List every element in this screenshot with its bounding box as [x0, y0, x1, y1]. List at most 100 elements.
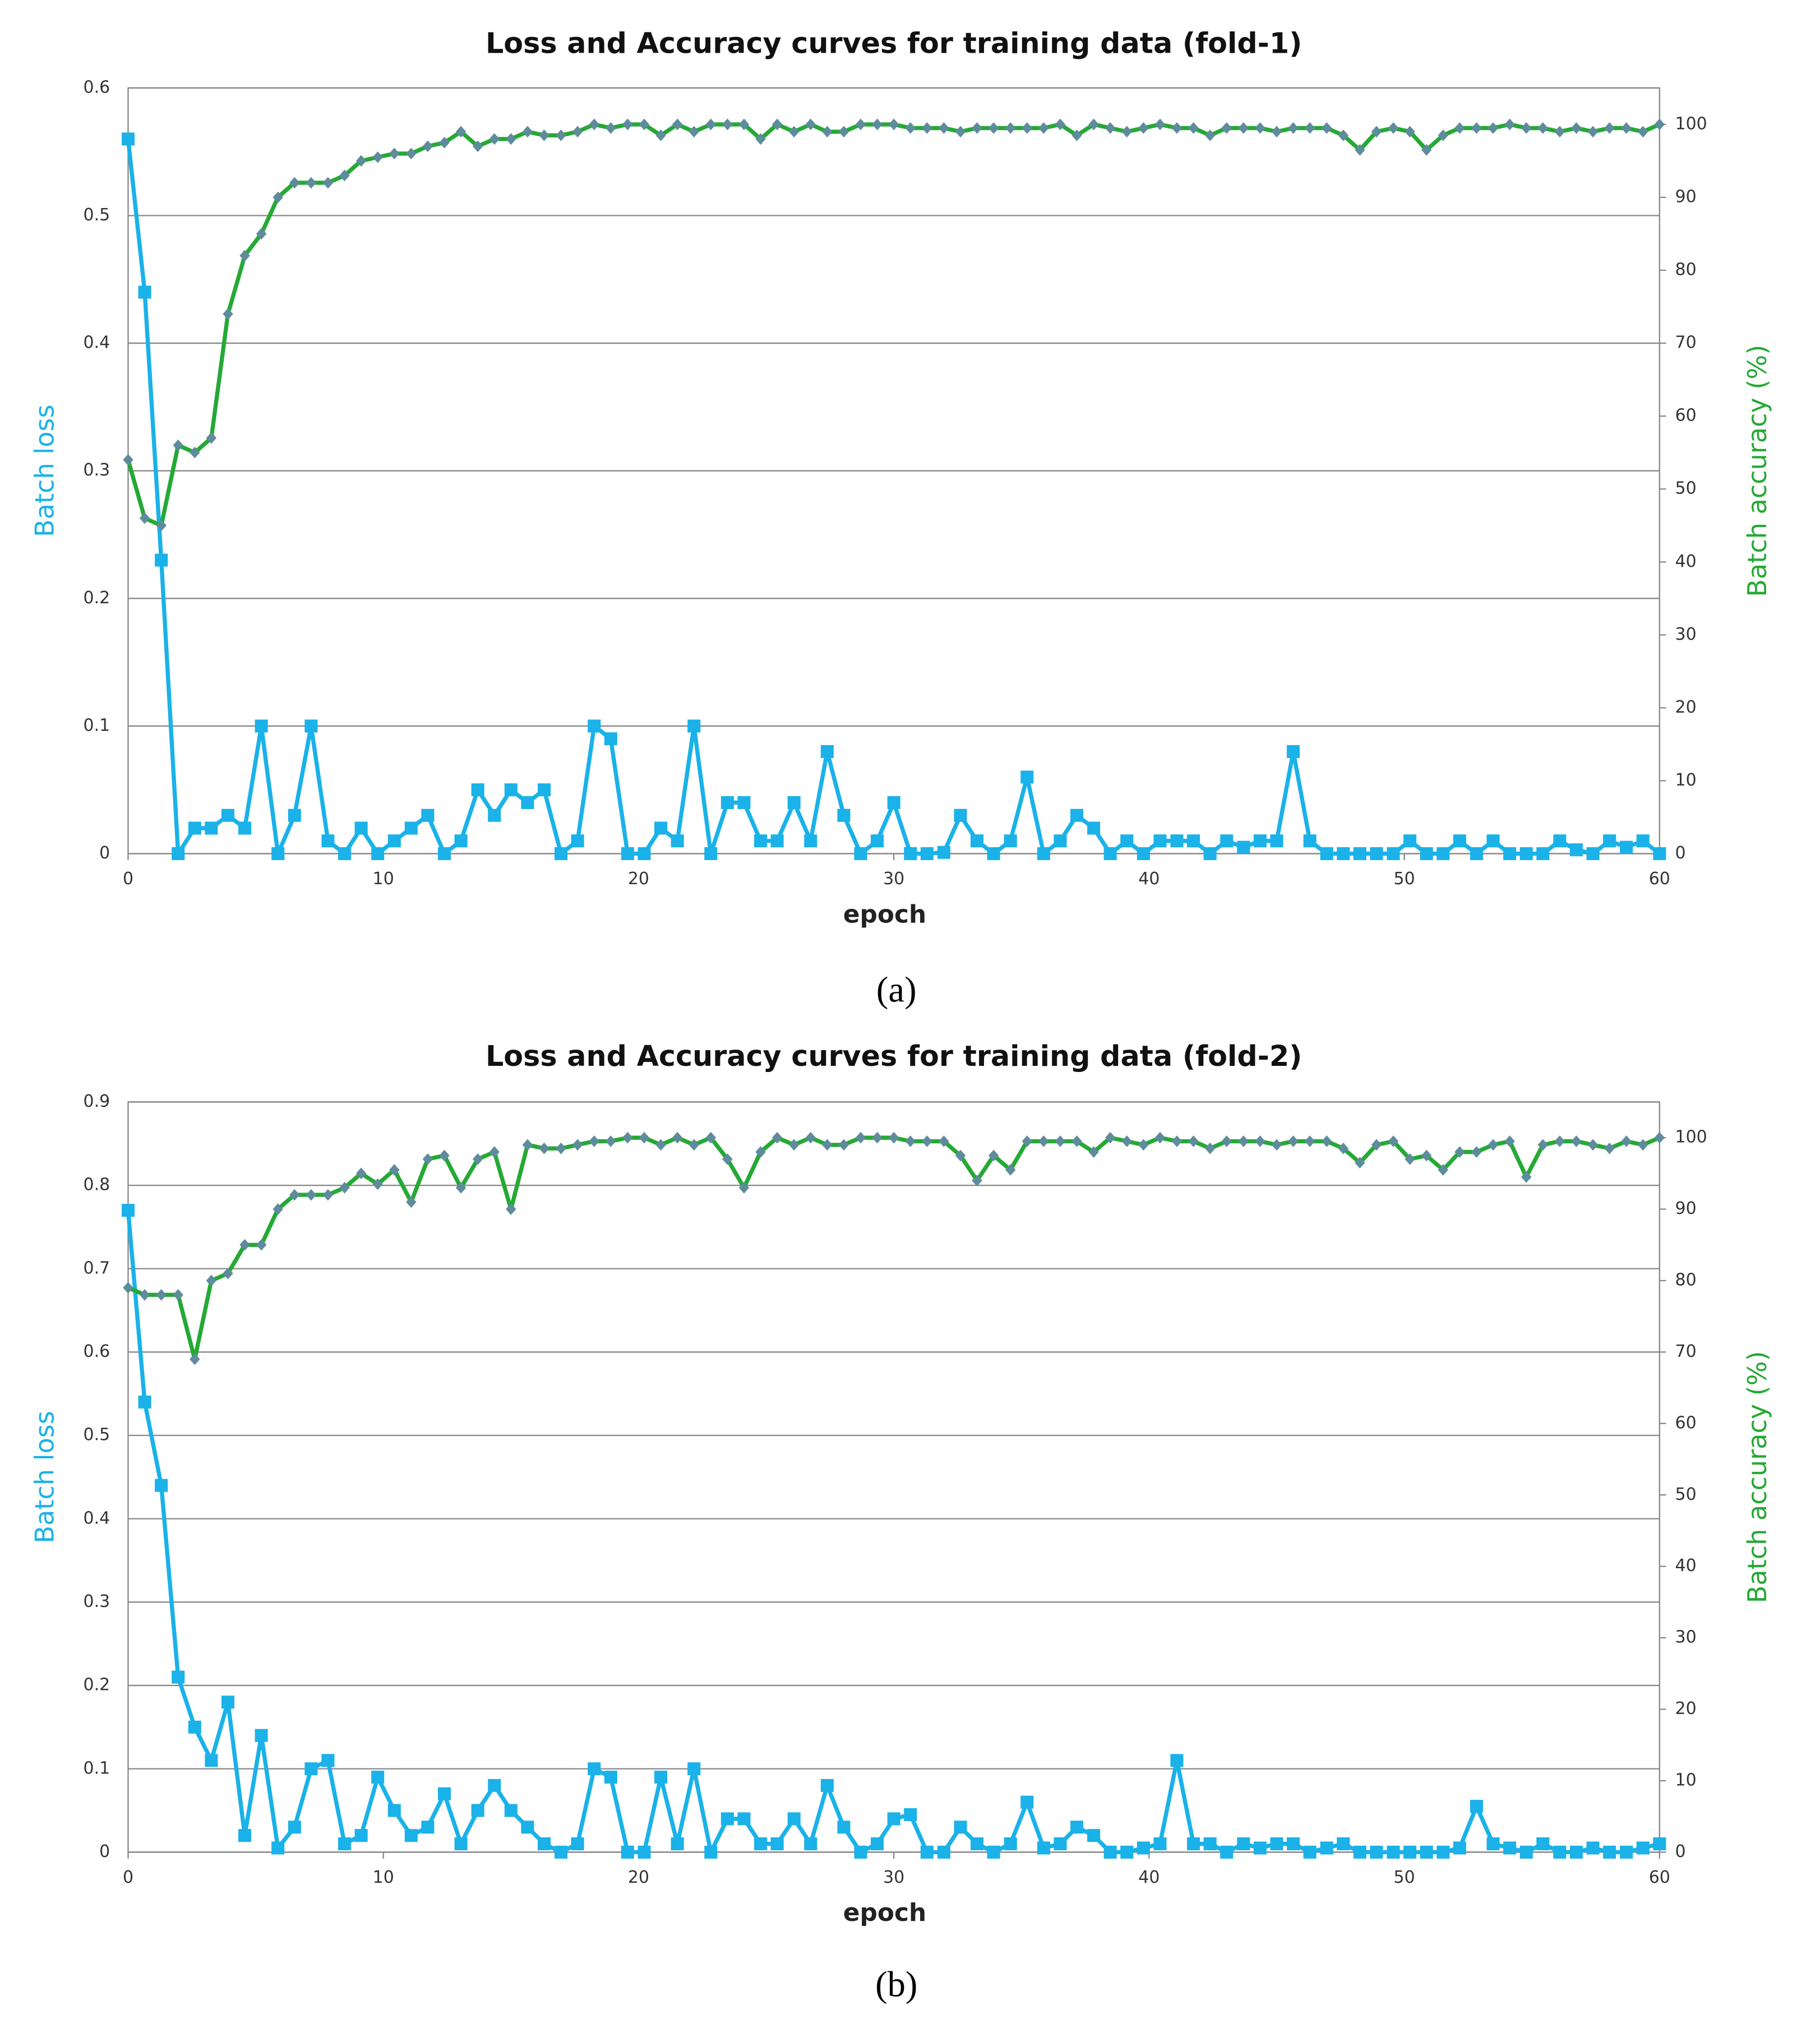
marker	[671, 834, 684, 848]
marker	[172, 1670, 185, 1684]
x-tick-label: 10	[373, 1868, 394, 1887]
marker	[1586, 847, 1600, 861]
marker	[489, 1146, 500, 1158]
marker	[1337, 847, 1350, 861]
marker	[971, 834, 984, 848]
marker	[1237, 840, 1250, 854]
marker	[1004, 1837, 1017, 1851]
marker	[1270, 1837, 1283, 1851]
marker	[1470, 1800, 1483, 1813]
marker	[1355, 1157, 1365, 1169]
marker	[138, 285, 151, 299]
marker	[439, 1149, 450, 1162]
marker	[672, 1131, 683, 1144]
marker	[1304, 122, 1315, 134]
marker	[687, 1762, 701, 1776]
marker	[988, 1149, 999, 1162]
y2-tick-label: 60	[1675, 1413, 1697, 1433]
marker	[504, 783, 518, 797]
marker	[672, 118, 683, 131]
marker	[271, 847, 285, 861]
marker	[1288, 1135, 1299, 1147]
marker	[939, 122, 949, 134]
marker	[206, 1274, 217, 1287]
marker	[1022, 122, 1033, 134]
marker	[654, 1771, 668, 1784]
marker	[1054, 1837, 1067, 1851]
marker	[1604, 122, 1615, 134]
marker	[937, 846, 950, 859]
marker	[571, 1837, 584, 1851]
x-axis-label: epoch	[843, 900, 926, 928]
marker	[1303, 1845, 1317, 1859]
marker	[239, 250, 250, 262]
marker	[621, 1845, 634, 1859]
marker	[304, 1762, 318, 1776]
marker	[239, 1239, 250, 1251]
marker	[888, 118, 899, 131]
marker	[188, 1720, 201, 1734]
marker	[1388, 122, 1399, 134]
marker	[987, 1845, 1000, 1859]
marker	[905, 1135, 916, 1147]
marker	[1453, 834, 1466, 848]
y2-tick-label: 10	[1675, 1770, 1697, 1790]
marker	[1504, 118, 1515, 131]
marker	[1204, 130, 1216, 141]
marker	[173, 439, 183, 451]
marker	[904, 1808, 917, 1822]
y2-tick-label: 30	[1675, 1628, 1697, 1647]
marker	[138, 1396, 151, 1409]
marker	[738, 1181, 750, 1194]
x-tick-label: 40	[1138, 869, 1160, 889]
y-tick-label: 0.1	[84, 1758, 110, 1778]
marker	[372, 1178, 383, 1190]
x-tick-label: 50	[1394, 1868, 1415, 1887]
marker	[355, 1167, 367, 1180]
marker	[804, 1837, 817, 1851]
marker	[1355, 144, 1365, 156]
plot-frame	[127, 1101, 1660, 1853]
marker	[1421, 144, 1432, 156]
marker	[256, 1239, 267, 1251]
marker	[172, 847, 185, 861]
marker	[1405, 1153, 1415, 1165]
y2-tick-label: 40	[1675, 552, 1697, 571]
marker	[422, 1153, 433, 1165]
marker	[1571, 1135, 1582, 1147]
marker	[190, 1353, 200, 1365]
marker	[1438, 130, 1449, 141]
marker	[737, 1812, 751, 1826]
marker	[1138, 122, 1149, 134]
marker	[1553, 834, 1567, 848]
marker	[1238, 122, 1249, 134]
marker	[1320, 1841, 1333, 1855]
marker	[1387, 1845, 1400, 1859]
marker	[1470, 847, 1483, 861]
x-tick-label: 60	[1649, 1868, 1670, 1887]
marker	[788, 126, 800, 138]
marker	[389, 147, 400, 160]
marker	[1353, 847, 1366, 861]
y-tick-label: 0.6	[84, 77, 110, 97]
marker	[837, 808, 851, 822]
marker	[1270, 834, 1283, 848]
marker	[639, 118, 650, 131]
marker	[954, 1821, 967, 1834]
marker	[221, 1695, 235, 1709]
marker	[1321, 122, 1332, 134]
marker	[1554, 1135, 1565, 1147]
x-tick-label: 50	[1394, 869, 1415, 889]
y2-tick-label: 60	[1675, 406, 1697, 426]
marker	[1020, 1795, 1034, 1809]
marker	[1403, 1845, 1417, 1859]
marker	[223, 1267, 233, 1279]
marker	[1553, 1845, 1567, 1859]
y-tick-label: 0.9	[84, 1092, 110, 1111]
marker	[1154, 118, 1166, 131]
chart: Loss and Accuracy curves for training da…	[30, 27, 1772, 1010]
x-tick-label: 30	[883, 869, 904, 889]
marker	[1287, 745, 1300, 758]
marker	[387, 1804, 401, 1817]
marker	[1038, 122, 1049, 134]
